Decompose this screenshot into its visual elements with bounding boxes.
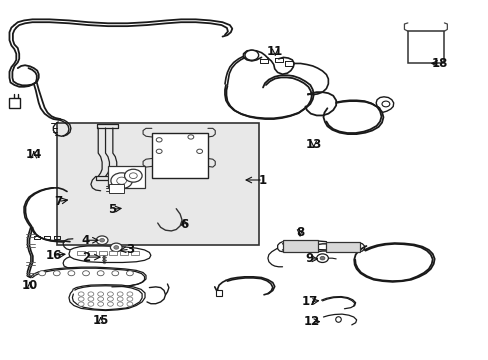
Bar [108, 166, 144, 188]
Circle shape [196, 149, 202, 153]
Circle shape [127, 302, 133, 306]
Text: 6: 6 [180, 218, 188, 231]
Bar [9, 98, 20, 108]
Bar [77, 251, 85, 255]
Text: 15: 15 [92, 314, 109, 327]
Text: 1: 1 [259, 174, 266, 186]
Circle shape [127, 292, 133, 296]
Circle shape [107, 297, 113, 301]
Circle shape [156, 149, 162, 153]
Bar [88, 251, 96, 255]
Text: 10: 10 [22, 279, 38, 292]
Text: 16: 16 [45, 249, 62, 262]
Text: 2: 2 [82, 251, 90, 264]
Circle shape [107, 292, 113, 296]
Circle shape [39, 271, 45, 276]
Bar [109, 251, 117, 255]
Text: 9: 9 [305, 252, 313, 265]
Text: 11: 11 [266, 45, 283, 58]
Circle shape [124, 169, 142, 182]
Circle shape [381, 101, 389, 107]
Bar [109, 184, 123, 193]
Circle shape [117, 302, 123, 306]
Text: 12: 12 [303, 315, 319, 328]
Circle shape [98, 297, 103, 301]
Text: 17: 17 [301, 296, 317, 309]
Bar [131, 251, 139, 255]
Bar [99, 251, 106, 255]
Circle shape [112, 271, 119, 276]
Circle shape [110, 243, 122, 252]
Circle shape [68, 271, 75, 276]
Circle shape [117, 297, 123, 301]
Text: 7: 7 [54, 195, 62, 208]
Text: 14: 14 [25, 148, 42, 161]
Circle shape [53, 271, 60, 276]
Circle shape [111, 173, 132, 189]
Bar [120, 251, 128, 255]
Circle shape [82, 271, 89, 276]
Circle shape [127, 297, 133, 301]
Circle shape [117, 177, 126, 184]
Circle shape [88, 302, 94, 306]
Circle shape [316, 254, 328, 262]
Circle shape [98, 302, 103, 306]
Circle shape [129, 173, 137, 179]
Text: 13: 13 [305, 138, 321, 150]
Circle shape [88, 292, 94, 296]
Circle shape [107, 302, 113, 306]
Circle shape [78, 292, 84, 296]
Circle shape [78, 297, 84, 301]
Bar [152, 134, 207, 178]
Text: 18: 18 [430, 57, 447, 70]
Text: 4: 4 [81, 234, 89, 247]
Circle shape [88, 297, 94, 301]
Circle shape [78, 302, 84, 306]
Circle shape [97, 271, 104, 276]
Circle shape [98, 292, 103, 296]
Bar [326, 242, 359, 252]
Bar [282, 240, 317, 252]
Circle shape [117, 292, 123, 296]
Circle shape [114, 246, 119, 249]
Circle shape [187, 135, 193, 139]
Text: 8: 8 [295, 226, 304, 239]
Circle shape [320, 256, 325, 260]
Bar [407, 31, 444, 63]
Circle shape [244, 50, 258, 60]
Text: 3: 3 [125, 243, 134, 256]
Circle shape [100, 238, 104, 242]
Circle shape [126, 271, 133, 276]
Bar [57, 123, 259, 244]
Circle shape [96, 236, 108, 244]
Text: 5: 5 [107, 203, 116, 216]
Circle shape [156, 138, 162, 142]
